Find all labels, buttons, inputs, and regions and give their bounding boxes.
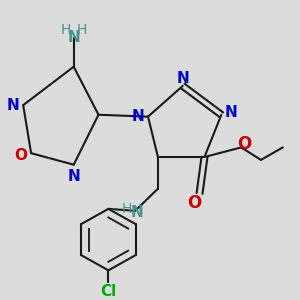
Text: N: N (67, 30, 80, 45)
Text: Cl: Cl (100, 284, 116, 299)
Text: H: H (61, 23, 71, 37)
Text: N: N (7, 98, 20, 112)
Text: H: H (76, 23, 87, 37)
Text: N: N (225, 105, 238, 120)
Text: O: O (188, 194, 202, 212)
Text: O: O (237, 135, 251, 153)
Text: O: O (15, 148, 28, 163)
Text: H: H (122, 202, 132, 216)
Text: N: N (131, 205, 143, 220)
Text: N: N (176, 71, 189, 86)
Text: N: N (132, 109, 145, 124)
Text: N: N (67, 169, 80, 184)
